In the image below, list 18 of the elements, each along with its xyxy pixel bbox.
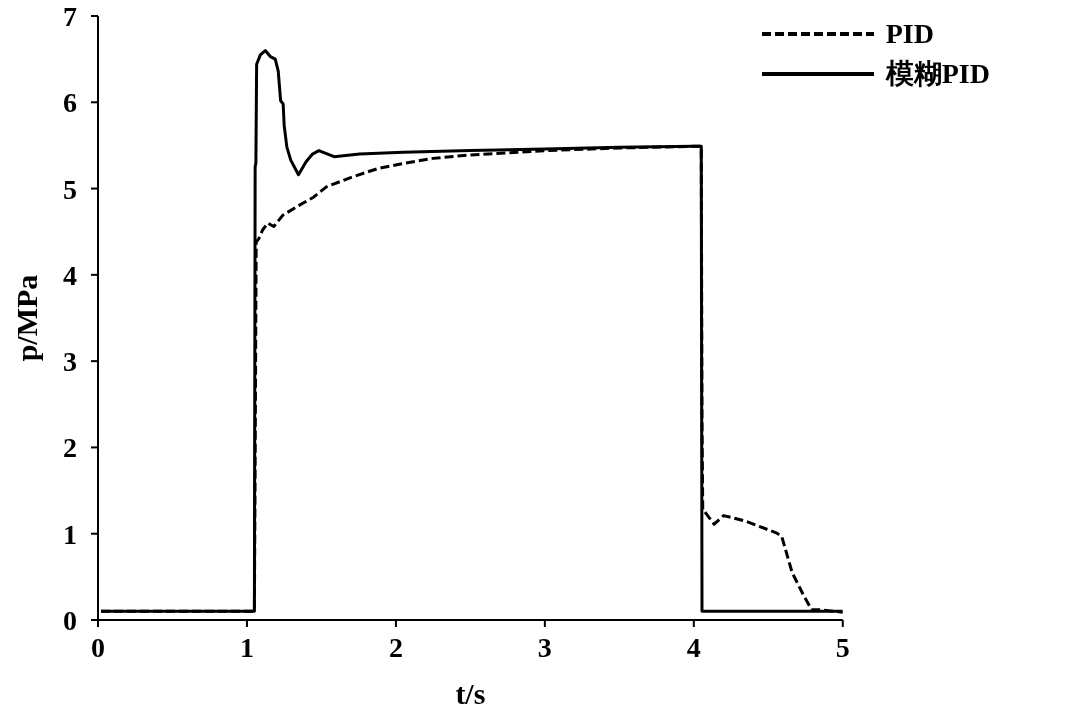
x-tick-label: 0 <box>91 631 105 663</box>
y-tick-label: 1 <box>63 518 77 550</box>
x-tick-label: 4 <box>686 631 701 663</box>
y-axis-title: p/MPa <box>9 274 43 362</box>
x-tick-label: 5 <box>835 631 850 663</box>
y-tick-label: 4 <box>63 259 77 291</box>
x-axis-title: t/s <box>455 677 486 710</box>
y-tick-label: 6 <box>63 87 77 119</box>
x-tick-label: 2 <box>388 631 403 663</box>
y-tick-label: 3 <box>63 346 77 378</box>
x-tick-label: 1 <box>239 631 254 663</box>
y-tick-label: 2 <box>63 432 77 464</box>
y-tick-label: 5 <box>63 173 77 205</box>
y-tick-label: 0 <box>63 604 77 636</box>
legend-label: PID <box>885 17 934 51</box>
y-tick-label: 7 <box>63 0 77 32</box>
legend-label: 模糊PID <box>885 57 990 91</box>
x-tick-label: 3 <box>537 631 552 663</box>
